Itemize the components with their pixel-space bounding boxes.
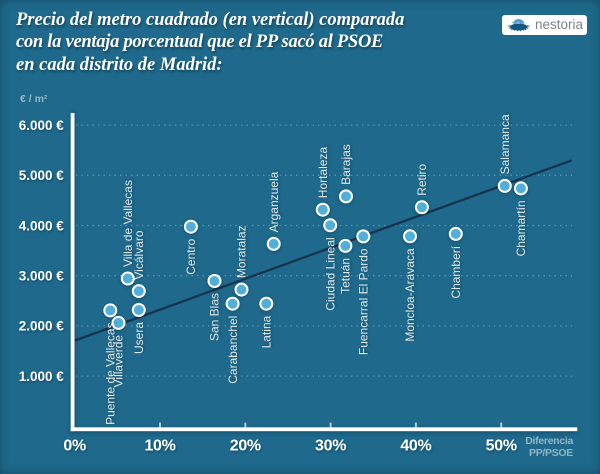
svg-text:Moncloa-Aravaca: Moncloa-Aravaca <box>403 248 417 342</box>
svg-text:Hortaleza: Hortaleza <box>316 147 330 199</box>
svg-text:4.000 €: 4.000 € <box>19 218 65 233</box>
svg-text:Carabanchel: Carabanchel <box>226 316 240 384</box>
svg-text:Villa de Vallecas: Villa de Vallecas <box>121 180 135 267</box>
svg-text:Villaverde: Villaverde <box>112 335 126 388</box>
svg-text:50%: 50% <box>486 437 517 454</box>
svg-text:2.000 €: 2.000 € <box>19 319 65 334</box>
svg-text:Moratalaz: Moratalaz <box>235 225 249 278</box>
svg-text:Salamanca: Salamanca <box>498 114 512 174</box>
svg-text:San Blas: San Blas <box>208 293 222 341</box>
svg-text:1.000 €: 1.000 € <box>19 369 65 384</box>
svg-text:3.000 €: 3.000 € <box>19 269 65 284</box>
svg-text:6.000 €: 6.000 € <box>19 118 65 133</box>
svg-text:Ciudad Lineal: Ciudad Lineal <box>323 237 337 310</box>
svg-text:0%: 0% <box>63 437 86 454</box>
svg-text:Puente de Vallecas: Puente de Vallecas <box>104 322 118 425</box>
svg-text:20%: 20% <box>230 437 261 454</box>
svg-text:Centro: Centro <box>184 238 198 274</box>
svg-text:Retiro: Retiro <box>415 163 429 195</box>
svg-text:30%: 30% <box>315 437 346 454</box>
svg-text:Fuencarral El Pardo: Fuencarral El Pardo <box>357 248 371 355</box>
svg-text:Usera: Usera <box>132 322 146 354</box>
svg-text:Arganzuela: Arganzuela <box>267 171 281 232</box>
svg-text:Chamberí: Chamberí <box>449 245 463 298</box>
svg-text:Barajas: Barajas <box>339 144 353 185</box>
svg-text:Latina: Latina <box>260 315 274 348</box>
svg-text:Vicálvaro: Vicálvaro <box>132 230 146 279</box>
svg-text:10%: 10% <box>144 437 175 454</box>
svg-text:Chamartín: Chamartín <box>514 200 528 256</box>
svg-text:5.000 €: 5.000 € <box>19 168 65 183</box>
svg-text:Tetuán: Tetuán <box>339 258 353 294</box>
svg-text:40%: 40% <box>400 437 431 454</box>
